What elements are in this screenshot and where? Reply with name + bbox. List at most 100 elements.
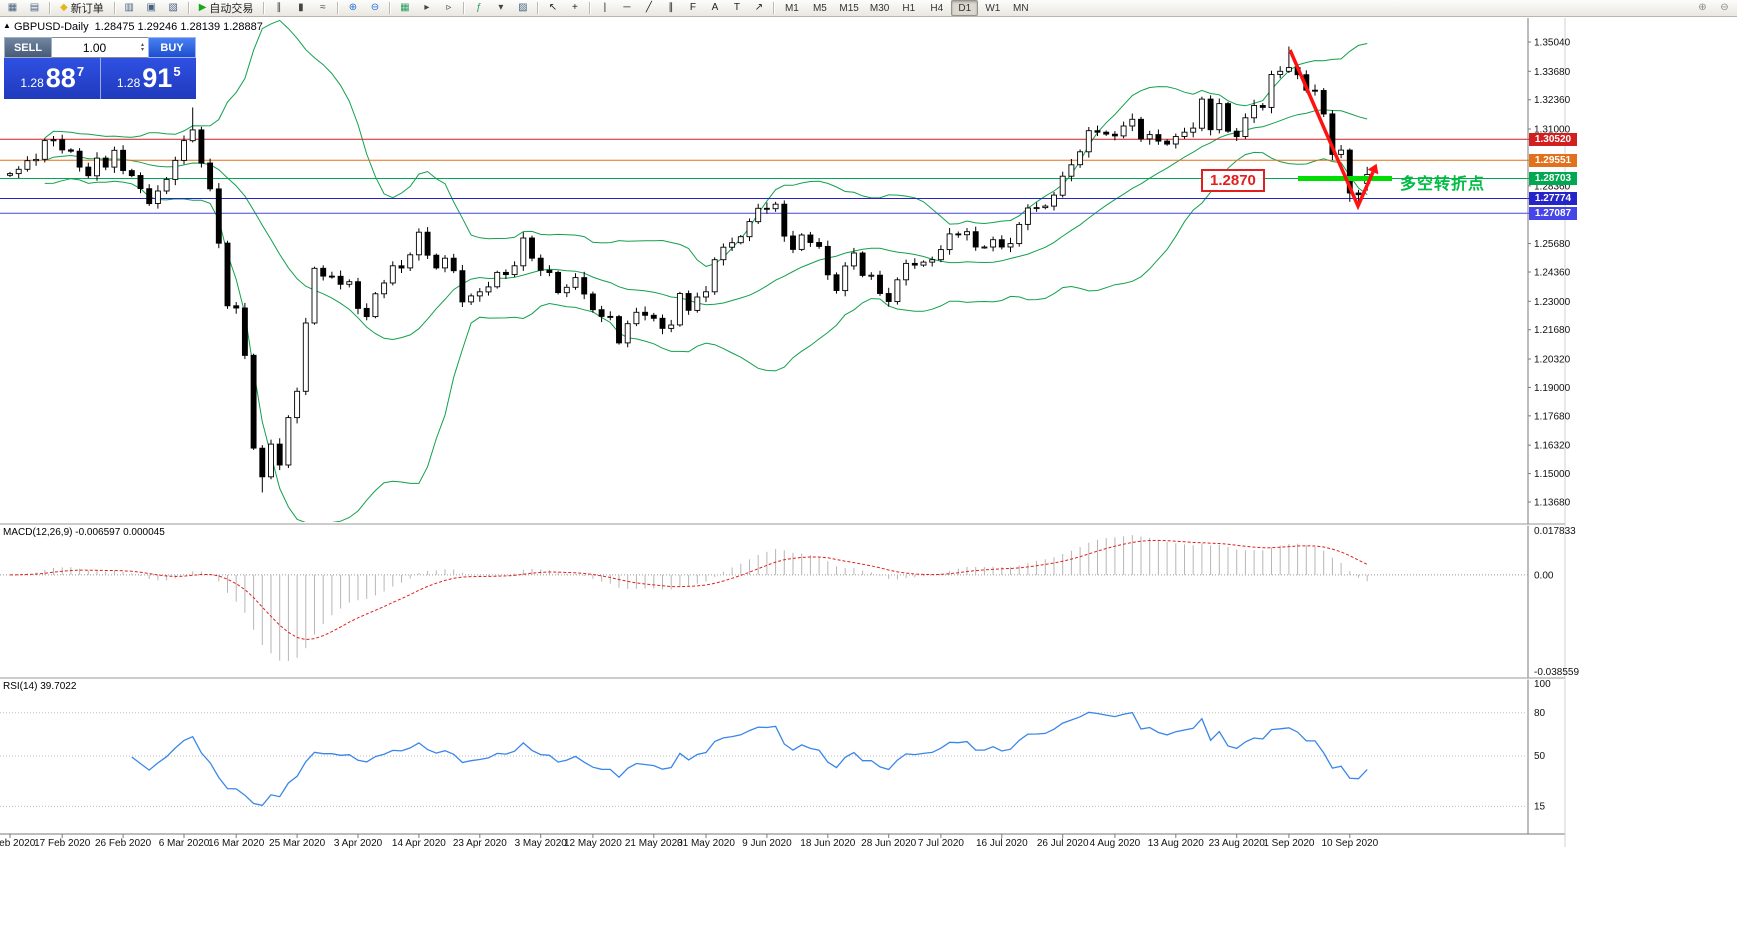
auto-scroll-icon[interactable]: ▸ (416, 0, 437, 16)
vertical-line-icon[interactable]: | (594, 0, 615, 16)
date-label: 6 Mar 2020 (159, 838, 210, 849)
candle-body (59, 139, 66, 151)
note-annotation[interactable]: 多空转折点 (1400, 176, 1486, 193)
timeframe-m5-button[interactable]: M5 (806, 0, 833, 16)
zoom-out-icon[interactable]: ⊖ (364, 0, 385, 16)
candle-body (476, 291, 483, 297)
profiles-icon[interactable]: ▤ (24, 0, 45, 16)
navigator-icon[interactable]: ▧ (163, 0, 184, 16)
timeframe-d1-button[interactable]: D1 (951, 0, 979, 16)
volume-box: ▴ ▾ (52, 37, 148, 58)
market-watch-icon[interactable]: ▥ (119, 0, 140, 16)
candlestick-chart-icon-glyph: ▮ (298, 2, 304, 13)
data-window-icon[interactable]: ▣ (141, 0, 162, 16)
candle-body (320, 267, 327, 277)
cursor-icon[interactable]: ↖ (542, 0, 563, 16)
candle-body (1259, 105, 1266, 108)
volume-stepper[interactable]: ▴ ▾ (137, 41, 148, 53)
autotrading-button[interactable]: ▶ 自动交易 (193, 0, 260, 16)
candle-body (790, 235, 796, 250)
sell-price[interactable]: 1.28 88 7 (4, 58, 100, 99)
candle-body (1138, 118, 1144, 140)
candle-body (920, 261, 927, 266)
quote-panel-toggle-icon[interactable]: ▲ (3, 21, 11, 30)
candle-body (363, 307, 370, 318)
toolbar-separator (773, 2, 775, 14)
candle-body (294, 390, 301, 419)
magnifier-minus-icon-glyph: ⊖ (1720, 2, 1729, 13)
trendline-icon[interactable]: ╱ (638, 0, 659, 16)
price-scale-label: 1.35040 (1534, 38, 1571, 49)
toolbar-separator (187, 2, 189, 14)
date-label: 28 Jun 2020 (861, 838, 916, 849)
new-chart-icon[interactable]: ▦ (2, 0, 23, 16)
stepper-down-icon[interactable]: ▾ (140, 46, 144, 53)
stepper-up-icon[interactable]: ▴ (140, 41, 144, 48)
fibonacci-icon[interactable]: F (682, 0, 703, 16)
new-order-button[interactable]: ◆ 新订单 (54, 0, 110, 16)
date-label: 14 Apr 2020 (392, 838, 446, 849)
crosshair-icon[interactable]: + (564, 0, 585, 16)
indicators-icon[interactable]: ƒ (468, 0, 489, 16)
candle-body (798, 234, 805, 250)
chart-shift-icon[interactable]: ▹ (438, 0, 459, 16)
candle-body (1085, 130, 1092, 153)
timeframe-m15-button[interactable]: M15 (834, 0, 863, 16)
timeframe-m1-button[interactable]: M1 (778, 0, 805, 16)
buy-price[interactable]: 1.28 91 5 (101, 58, 197, 99)
arrows-icon[interactable]: ↗ (748, 0, 769, 16)
magnifier-minus-icon[interactable]: ⊖ (1714, 0, 1735, 16)
bar-chart-icon[interactable]: ∥ (268, 0, 289, 16)
price-annotation-box[interactable]: 1.2870 (1201, 169, 1265, 192)
timeframe-w1-button[interactable]: W1 (979, 0, 1006, 16)
timeframe-m30-button[interactable]: M30 (865, 0, 894, 16)
candle-body (1164, 140, 1171, 145)
candle-body (624, 323, 631, 344)
profiles-icon-glyph: ▤ (29, 2, 40, 13)
date-label: 7 Jul 2020 (918, 838, 965, 849)
candle-body (1198, 98, 1205, 129)
candle-body (877, 274, 883, 294)
toolbar-separator (337, 2, 339, 14)
timeframe-h1-button[interactable]: H1 (895, 0, 922, 16)
candle-body (215, 188, 222, 244)
candle-body (1216, 103, 1223, 131)
periods-dropdown-icon[interactable]: ▾ (490, 0, 511, 16)
price-scale-label: 1.32360 (1534, 95, 1571, 106)
candle-body (389, 265, 396, 284)
sell-button[interactable]: SELL (4, 37, 52, 58)
candle-body (50, 139, 57, 142)
zoom-in-icon[interactable]: ⊕ (342, 0, 363, 16)
main-price-panel[interactable] (0, 19, 1528, 523)
candlestick-chart-icon[interactable]: ▮ (290, 0, 311, 16)
candle-body (1346, 149, 1353, 194)
trend-arrow[interactable] (1288, 49, 1375, 211)
data-window-icon-glyph: ▣ (146, 2, 156, 13)
text-icon[interactable]: A (704, 0, 725, 16)
bar-chart-icon-glyph: ∥ (276, 2, 282, 13)
text-label-icon[interactable]: T (726, 0, 747, 16)
axis-price-flag: 1.27087 (1529, 207, 1577, 220)
price-scale-label: 1.21680 (1534, 325, 1571, 336)
candle-body (120, 149, 127, 171)
candle-body (67, 149, 74, 152)
toolbar-separator (537, 2, 539, 14)
channel-icon[interactable]: ∥ (660, 0, 681, 16)
tile-windows-icon[interactable]: ▦ (394, 0, 415, 16)
candle-body (755, 207, 762, 223)
candle-body (1111, 133, 1118, 137)
timeframe-h4-button[interactable]: H4 (923, 0, 950, 16)
timeframe-mn-button[interactable]: MN (1007, 0, 1034, 16)
buy-price-big: 91 (142, 63, 173, 93)
volume-input[interactable] (52, 39, 137, 56)
rsi-scale-label: 100 (1534, 679, 1551, 690)
candle-body (1172, 136, 1179, 145)
candle-body (911, 262, 918, 266)
line-chart-icon[interactable]: ≈ (312, 0, 333, 16)
buy-button[interactable]: BUY (148, 37, 196, 58)
templates-icon[interactable]: ▨ (512, 0, 533, 16)
candle-body (642, 311, 649, 316)
horizontal-line-icon[interactable]: ─ (616, 0, 637, 16)
magnifier-plus-icon[interactable]: ⊕ (1692, 0, 1713, 16)
